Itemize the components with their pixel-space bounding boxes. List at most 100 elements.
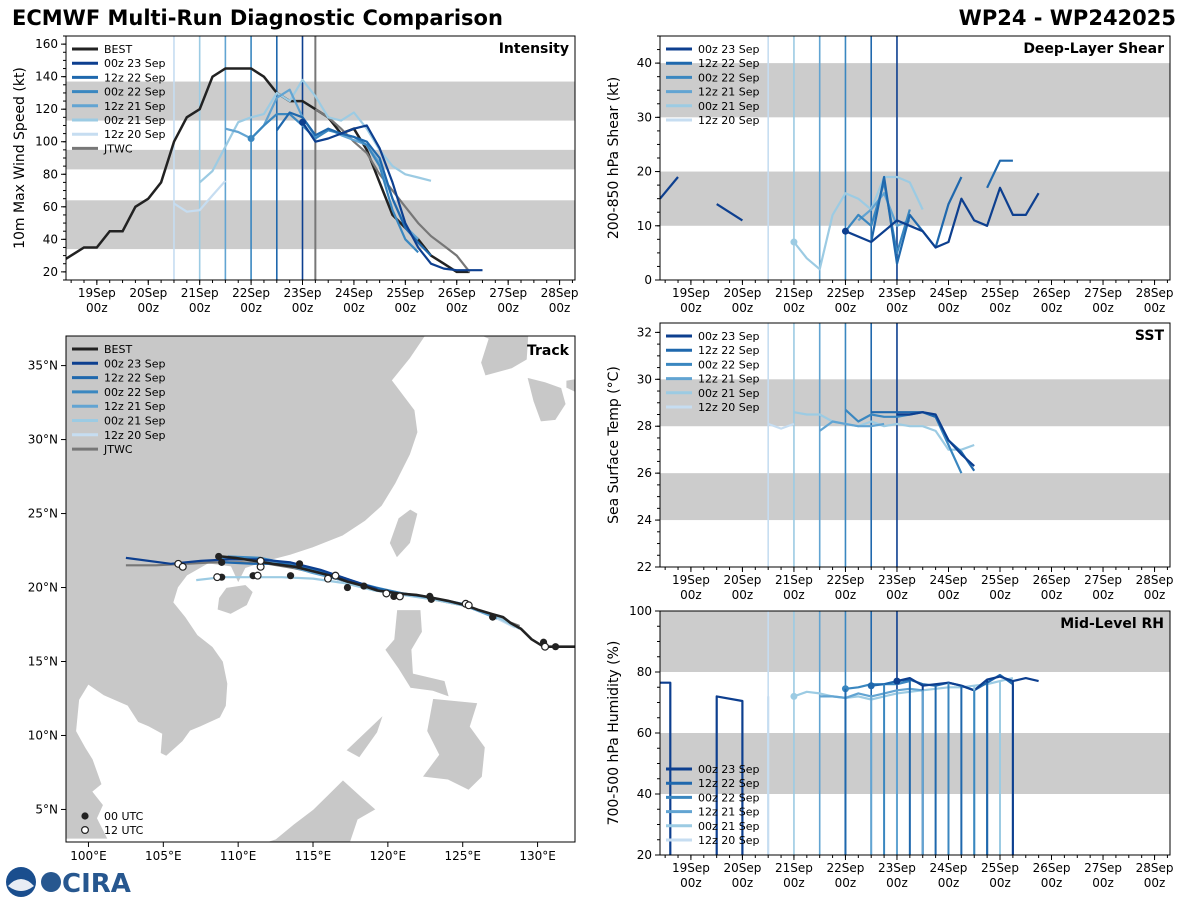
intensity-xtick-label: 28Sep [541,286,579,300]
rh-ytick-label: 40 [637,787,652,801]
track-legend-label: 00z 23 Sep [104,357,166,370]
sst-legend-label: 00z 21 Sep [698,387,760,400]
rh-series-start-point [790,692,798,700]
track-lon-label: 125°E [444,849,481,863]
intensity-xtick-label-hour: 00z [137,301,159,315]
rh-xtick-label: 26Sep [1033,861,1071,875]
track-point-00utc [390,592,398,600]
shear-xtick-label-hour: 00z [938,301,960,315]
track-point-12utc [323,574,332,583]
shear-xtick-label: 24Sep [930,286,968,300]
track-point-00utc [286,572,295,580]
marker-legend-12utc-icon [80,825,89,834]
shear-band [660,63,1170,118]
sst-xtick-label-hour: 00z [1041,588,1063,602]
track-lon-label: 100°E [70,849,107,863]
intensity-jtwc-series [314,108,471,273]
track-lat-label: 35°N [28,359,58,373]
track-lat-label: 25°N [28,507,58,521]
sst-xtick-label: 21Sep [775,573,813,587]
rh-legend-label: 00z 22 Sep [698,791,760,804]
rh-ylabel: 700-500 hPa Humidity (%) [606,641,622,826]
intensity-legend-label: 00z 21 Sep [104,114,166,127]
intensity-xtick-label: 19Sep [78,286,116,300]
rh-xtick-label-hour: 00z [886,876,908,890]
sst-ytick-label: 32 [637,325,652,339]
cira-logo-text: CIRA [62,869,131,899]
figure-title: ECMWF Multi-Run Diagnostic Comparison [12,6,503,30]
track-title: Track [527,343,570,359]
sst-xtick-label-hour: 00z [989,588,1011,602]
shear-legend-label: 00z 23 Sep [698,43,760,56]
intensity-series-start-point [247,134,255,142]
track-point-00utc [218,558,226,566]
intensity-ytick-label: 100 [35,135,58,149]
track-point-12utc [256,556,265,565]
palawan-land [345,714,384,759]
rh-xtick-label-hour: 00z [680,876,702,890]
intensity-series-start-point [299,118,307,126]
sst-series-line [844,408,963,474]
visayas-mindanao-land [421,698,486,791]
intensity-xtick-label-hour: 00z [86,301,108,315]
shear-band [660,171,1170,226]
sst-panel: 22242628303219Sep00z20Sep00z21Sep00z22Se… [606,322,1174,602]
intensity-legend-label: 12z 21 Sep [104,100,166,113]
track-point-12utc [253,571,262,580]
intensity-xtick-label-hour: 00z [549,301,571,315]
sst-plot-area [660,323,1170,567]
mainland-asia-land [66,336,426,840]
intensity-legend-label: 00z 23 Sep [104,57,166,70]
sst-xtick-label: 26Sep [1033,573,1071,587]
rh-legend-label: 12z 22 Sep [698,777,760,790]
shear-xtick-label: 21Sep [775,286,813,300]
sst-xtick-label: 28Sep [1136,573,1174,587]
shear-xtick-label-hour: 00z [732,301,754,315]
shear-ytick-label: 40 [637,56,652,70]
shear-ytick-label: 20 [637,165,652,179]
shear-series-line [845,186,1040,249]
rh-ytick-label: 60 [637,726,652,740]
korea-land [480,336,530,377]
marker-legend-12utc-label: 12 UTC [104,824,144,837]
intensity-title: Intensity [499,41,569,57]
track-lat-label: 5°N [35,802,58,816]
sst-xtick-label: 20Sep [723,573,761,587]
sst-ytick-label: 30 [637,372,652,386]
shear-ytick-label: 30 [637,110,652,124]
rh-ytick-label: 100 [629,604,652,618]
intensity-xtick-label: 27Sep [489,286,527,300]
rh-xtick-label-hour: 00z [1041,876,1063,890]
rh-panel: 2040608010019Sep00z20Sep00z21Sep00z22Sep… [606,604,1173,890]
rh-legend-label: 12z 21 Sep [698,806,760,819]
sst-legend-label: 00z 22 Sep [698,358,760,371]
shear-series-line [793,175,924,271]
sst-xtick-label: 22Sep [827,573,865,587]
shear-series-start-point [790,238,798,246]
intensity-legend-label: 12z 20 Sep [104,128,166,141]
shear-ytick-label: 10 [637,219,652,233]
shear-ylabel: 200-850 hPa Shear (kt) [606,77,622,239]
rh-legend-label: 12z 20 Sep [698,834,760,847]
sst-band [660,379,1170,427]
shear-series-start-point [841,227,849,235]
rh-xtick-label: 21Sep [775,861,813,875]
intensity-xtick-label: 23Sep [284,286,322,300]
track-lat-label: 15°N [28,654,58,668]
intensity-series-line [301,121,483,272]
borneo-land [222,779,377,842]
intensity-series-group [66,67,483,274]
sst-xtick-label-hour: 00z [680,588,702,602]
rh-band [660,733,1170,794]
sst-title: SST [1135,328,1165,344]
shear-series-line [716,203,743,222]
rh-xtick-label-hour: 00z [938,876,960,890]
track-legend-label: 12z 22 Sep [104,372,166,385]
intensity-xtick-label-hour: 00z [395,301,417,315]
intensity-ytick-label: 120 [35,102,58,116]
intensity-panel: 2040608010012014016019Sep00z20Sep00z21Se… [12,35,579,315]
sst-series-line [897,411,975,467]
track-lon-label: 110°E [220,849,257,863]
cira-globe-icon [41,872,61,892]
rh-xtick-label-hour: 00z [732,876,754,890]
